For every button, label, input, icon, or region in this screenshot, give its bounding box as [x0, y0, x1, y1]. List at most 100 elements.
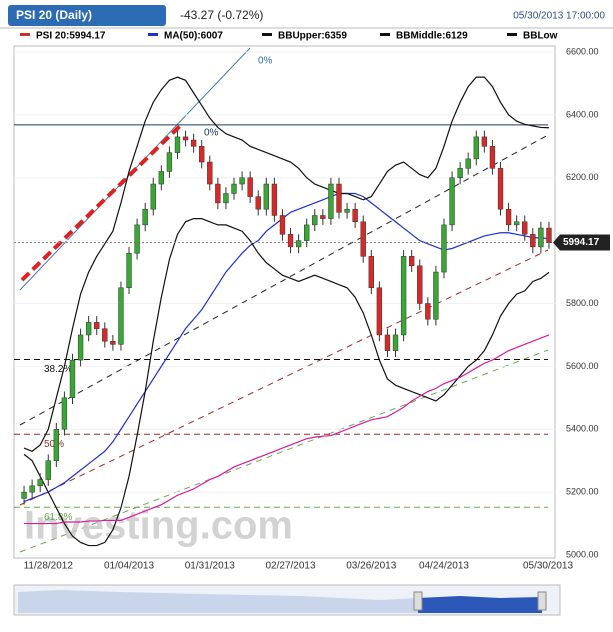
candle-body — [312, 215, 318, 226]
fan-line — [19, 249, 549, 506]
candle-body — [53, 429, 60, 461]
fib-label: 38.2% — [44, 364, 72, 375]
y-tick-label: 6200.00 — [566, 172, 599, 182]
candle-body — [174, 136, 181, 153]
navigator-area — [18, 590, 418, 613]
candle-body — [118, 287, 124, 345]
navigator-selection — [418, 596, 542, 613]
candle-body — [409, 256, 415, 267]
candle-body — [295, 240, 302, 248]
candle-body — [425, 303, 431, 320]
legend-swatch — [20, 33, 30, 36]
candle-body — [207, 161, 213, 185]
candle-body — [61, 397, 68, 430]
y-tick-label: 5600.00 — [566, 361, 599, 371]
candle-body — [457, 168, 463, 179]
candle-body — [199, 146, 205, 163]
legend-swatch — [380, 33, 390, 36]
candle-body — [328, 183, 334, 219]
candle-body — [77, 334, 84, 361]
navigator-handle[interactable] — [413, 591, 423, 611]
fan-label: 0% — [258, 56, 273, 67]
candle-body — [215, 183, 221, 204]
indicator-line — [23, 76, 549, 452]
candle-body — [190, 139, 197, 147]
candle-body — [505, 208, 512, 226]
x-tick-label: 11/28/2012 — [24, 561, 74, 572]
candle-body — [465, 158, 471, 169]
candle-body — [166, 152, 173, 172]
candle-body — [110, 340, 116, 345]
fan-line — [19, 134, 549, 426]
candle-body — [376, 287, 383, 336]
candle-body — [182, 136, 189, 141]
plot-frame — [13, 45, 556, 559]
x-tick-label: 05/30/2013 — [523, 561, 573, 572]
candle-body — [320, 215, 326, 219]
x-tick-label: 04/24/2013 — [419, 561, 469, 572]
x-tick-label: 03/26/2013 — [346, 561, 396, 572]
candle-body — [271, 183, 278, 216]
legend-entry: BBMiddle:6129 — [396, 31, 468, 42]
candle-body — [263, 183, 269, 210]
y-tick-label: 6600.00 — [566, 46, 599, 56]
fib-label: 0% — [204, 128, 219, 139]
candle-body — [481, 136, 488, 147]
candle-body — [158, 171, 164, 185]
price-tag — [553, 234, 610, 251]
y-tick-label: 5800.00 — [566, 298, 599, 308]
candle-body — [360, 221, 366, 257]
y-tick-label: 6400.00 — [566, 109, 599, 119]
watermark: Investing.com — [24, 504, 293, 548]
candle-body — [85, 322, 92, 336]
legend-swatch — [262, 33, 272, 36]
legend-swatch — [148, 33, 158, 36]
y-tick-label: 5200.00 — [566, 487, 599, 497]
candle-body — [45, 460, 51, 480]
legend-swatch — [507, 33, 517, 36]
candle-body — [69, 359, 76, 399]
candle-body — [255, 196, 261, 210]
navigator-handle[interactable] — [537, 591, 547, 611]
x-tick-label: 01/04/2013 — [104, 561, 154, 572]
candle-body — [150, 183, 156, 210]
candle-body — [368, 256, 374, 289]
fib-label: 61.8% — [44, 512, 72, 523]
candle-body — [37, 479, 43, 487]
candle-body — [384, 334, 391, 351]
candle-body — [304, 224, 310, 241]
candle-body — [126, 252, 132, 289]
tab-title: PSI 20 (Daily) — [16, 8, 92, 22]
candle-body — [530, 234, 536, 248]
y-tick-label: 5400.00 — [566, 424, 599, 434]
x-tick-label: 02/27/2013 — [266, 561, 316, 572]
candle-body — [223, 193, 229, 204]
candle-body — [473, 136, 479, 160]
candle-body — [433, 271, 439, 320]
candle-body — [513, 221, 520, 226]
candle-body — [239, 177, 245, 185]
candle-body — [142, 208, 148, 226]
tab[interactable] — [8, 5, 166, 26]
candle-body — [102, 328, 108, 342]
candle-body — [522, 221, 528, 235]
candle-body — [287, 234, 294, 248]
candle-body — [497, 168, 504, 210]
legend-entry: BBUpper:6359 — [278, 31, 347, 42]
indicator-line — [24, 334, 550, 525]
candle-body — [417, 265, 423, 304]
indicator-line — [23, 218, 550, 547]
candle-body — [336, 183, 342, 213]
candle-body — [352, 208, 358, 223]
candle-body — [546, 227, 552, 243]
trend-line — [20, 122, 184, 282]
candle-body — [247, 177, 253, 197]
y-tick-label: 5000.00 — [566, 549, 599, 559]
candle-body — [134, 224, 140, 254]
candle-body — [538, 227, 544, 248]
candle-body — [400, 256, 407, 336]
candle-body — [441, 224, 447, 273]
change: -43.27 (-0.72%) — [180, 8, 263, 22]
